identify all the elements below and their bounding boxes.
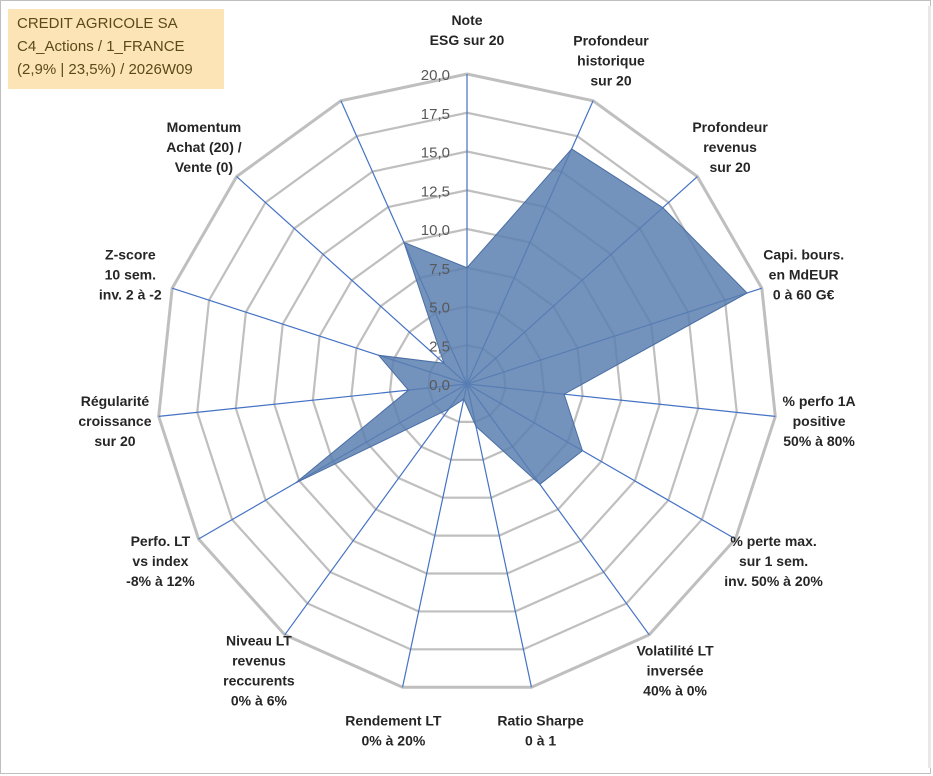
axis-label: Perfo. LT vs index -8% à 12% [126,533,195,589]
axis-spoke [284,383,468,636]
axis-label: Note ESG sur 20 [430,12,505,48]
info-box: CREDIT AGRICOLE SA C4_Actions / 1_FRANCE… [8,9,224,89]
axis-label-line: Profondeur [573,33,649,49]
axis-label-line: vs index [132,553,188,569]
axis-label: Profondeur revenus sur 20 [692,119,768,175]
scrollbar[interactable] [928,6,931,768]
axis-label-line: % perfo 1A [782,393,855,409]
axis-label-line: -8% à 12% [126,573,195,589]
axis-label-line: Rendement LT [345,712,442,728]
axis-label: % perfo 1A positive 50% à 80% [782,393,855,449]
axis-label-line: Achat (20) / [166,139,242,155]
axis-label-line: reccurents [223,672,295,688]
axis-label-line: inv. 2 à -2 [99,287,162,303]
axis-labels: Note ESG sur 20 Profondeur historique sur 20… [78,12,855,748]
axis-label-line: croissance [78,413,151,429]
axis-label-line: sur 1 sem. [739,553,808,569]
axis-label-line: Momentum [167,119,242,135]
data-area [294,148,748,485]
axis-label-line: ESG sur 20 [430,32,505,48]
axis-label-line: Z-score [105,247,156,263]
series-area [294,148,748,485]
axis-label-line: Niveau LT [226,632,292,648]
axis-spoke [236,176,468,385]
tick-label: 2,5 [429,338,450,355]
axis-label: Capi. bours. en MdEUR 0 à 60 G€ [763,247,844,303]
axis-label-line: Régularité [81,393,150,409]
axis-label-line: Volatilité LT [636,642,714,658]
tick-label: 17,5 [421,106,450,123]
tick-label: 0,0 [429,377,450,394]
axis-label-line: 0% à 20% [361,732,425,748]
axis-label-line: Ratio Sharpe [497,712,584,728]
grid-ring [157,72,777,689]
axis-label-line: Perfo. LT [131,533,191,549]
info-category: C4_Actions / 1_FRANCE [17,38,185,55]
axis-label-line: positive [793,413,846,429]
axis-label: Rendement LT 0% à 20% [345,712,442,748]
tick-label: 12,5 [421,183,450,200]
axis-label-line: historique [577,53,645,69]
axis-label-line: en MdEUR [769,267,839,283]
axis-label-line: Note [451,12,482,28]
axis-label-line: Capi. bours. [763,247,844,263]
axis-label: Régularité croissance sur 20 [78,393,151,449]
axis-label: Profondeur historique sur 20 [573,33,649,89]
axis-label: Ratio Sharpe 0 à 1 [497,712,584,748]
axis-label-line: 40% à 0% [643,682,707,698]
axis-label-line: 50% à 80% [783,433,855,449]
axis-label-line: 0 à 60 G€ [773,287,835,303]
axis-label: % perte max. sur 1 sem. inv. 50% à 20% [724,533,823,589]
tick-label: 10,0 [421,222,450,239]
info-period: (2,9% | 23,5%) / 2026W09 [17,61,193,78]
axis-label-line: % perte max. [730,533,816,549]
axis-label: Z-score 10 sem. inv. 2 à -2 [99,247,162,303]
axis-label-line: revenus [232,652,286,668]
tick-label: 15,0 [421,145,450,162]
axis-label-line: Profondeur [692,119,768,135]
axis-label-line: Vente (0) [175,159,233,175]
info-company: CREDIT AGRICOLE SA [17,15,178,32]
axis-label-line: sur 20 [709,159,750,175]
axis-spoke [401,383,468,688]
axis-spoke [466,383,533,688]
axis-label-line: inversée [647,662,704,678]
axis-label-line: 0% à 6% [231,692,288,708]
tick-label: 20,0 [421,67,450,84]
axis-label-line: revenus [703,139,757,155]
axis-label: Momentum Achat (20) / Vente (0) [166,119,242,175]
axis-label-line: sur 20 [94,433,135,449]
axis-label-line: inv. 50% à 20% [724,573,823,589]
axis-label-line: 0 à 1 [525,732,556,748]
tick-label: 7,5 [429,261,450,278]
axis-label: Niveau LT revenus reccurents 0% à 6% [223,632,295,708]
tick-label: 5,0 [429,300,450,317]
axis-label-line: 10 sem. [105,267,156,283]
tick-labels: 0,0 2,5 5,0 7,5 10,0 12,5 15,0 17,5 20,0 [421,67,450,394]
axis-label-line: sur 20 [590,73,631,89]
axis-label: Volatilité LT inversée 40% à 0% [636,642,714,698]
